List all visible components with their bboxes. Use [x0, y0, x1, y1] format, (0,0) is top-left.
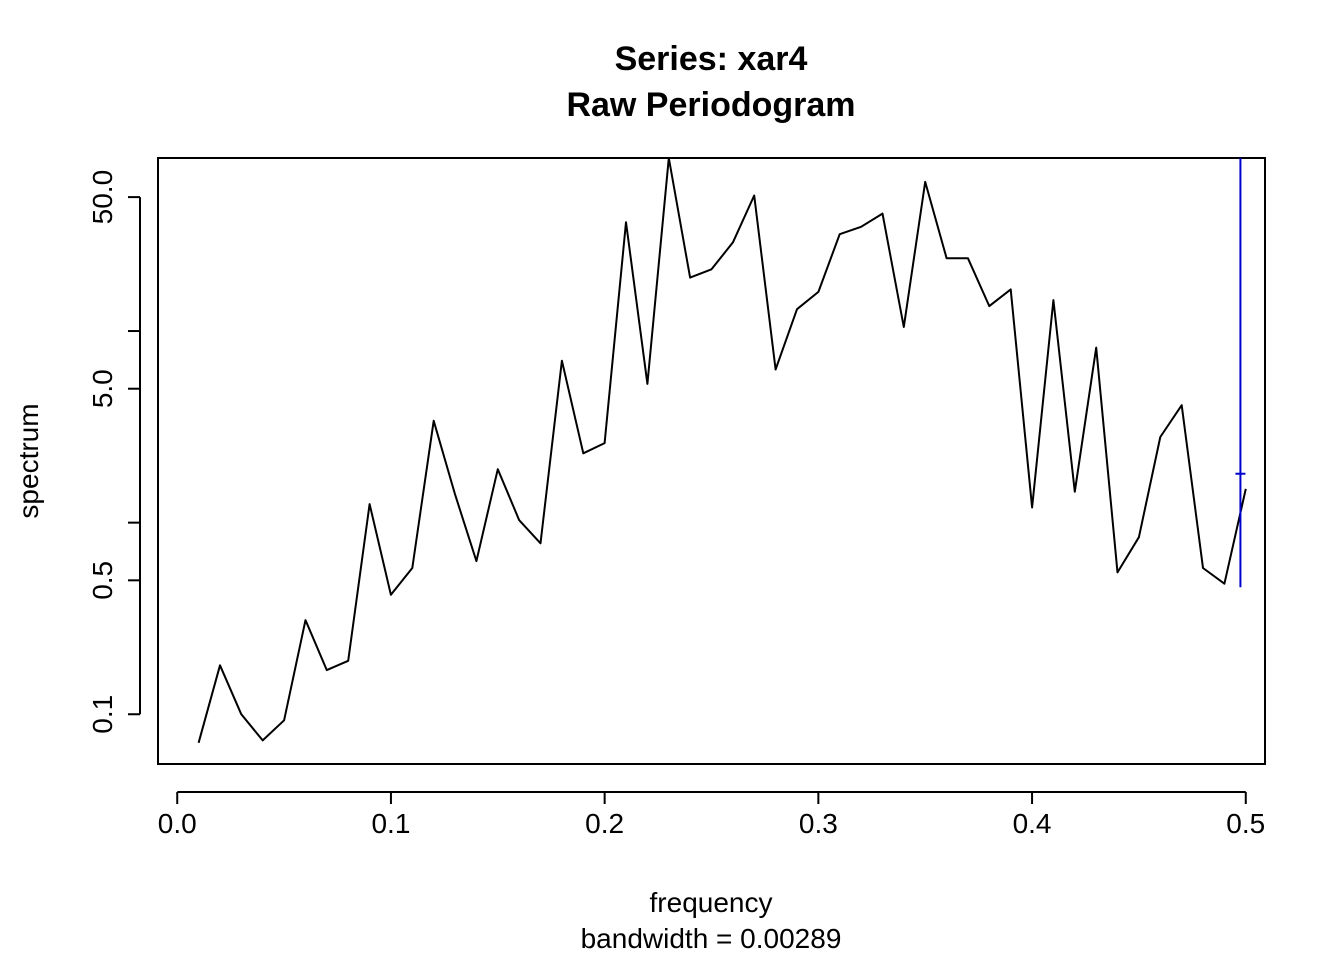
y-axis: 0.1 0.5 5.0 50.0 — [87, 170, 141, 734]
chart-title: Series: xar4 — [615, 40, 808, 78]
x-tick-label: 0.5 — [1226, 808, 1265, 839]
plot-frame — [157, 157, 1266, 765]
chart-subtitle: Raw Periodogram — [566, 86, 855, 124]
x-axis-label: frequency — [650, 887, 773, 918]
y-axis-label: spectrum — [13, 403, 44, 518]
x-tick-label: 0.4 — [1013, 808, 1052, 839]
series-layer — [197, 157, 1247, 744]
x-axis: 0.0 0.1 0.2 0.3 0.4 0.5 — [158, 791, 1265, 839]
confidence-bar — [1235, 158, 1246, 588]
y-tick-label: 0.5 — [87, 561, 118, 600]
series-line-xar4 — [197, 157, 1247, 744]
y-tick-label: 0.1 — [87, 695, 118, 734]
x-tick-label: 0.0 — [158, 808, 197, 839]
x-tick-label: 0.3 — [799, 808, 838, 839]
x-tick-label: 0.2 — [585, 808, 624, 839]
y-tick-label: 5.0 — [87, 369, 118, 408]
y-tick-label: 50.0 — [87, 170, 118, 225]
bandwidth-label: bandwidth = 0.00289 — [581, 923, 842, 954]
x-tick-label: 0.1 — [371, 808, 410, 839]
